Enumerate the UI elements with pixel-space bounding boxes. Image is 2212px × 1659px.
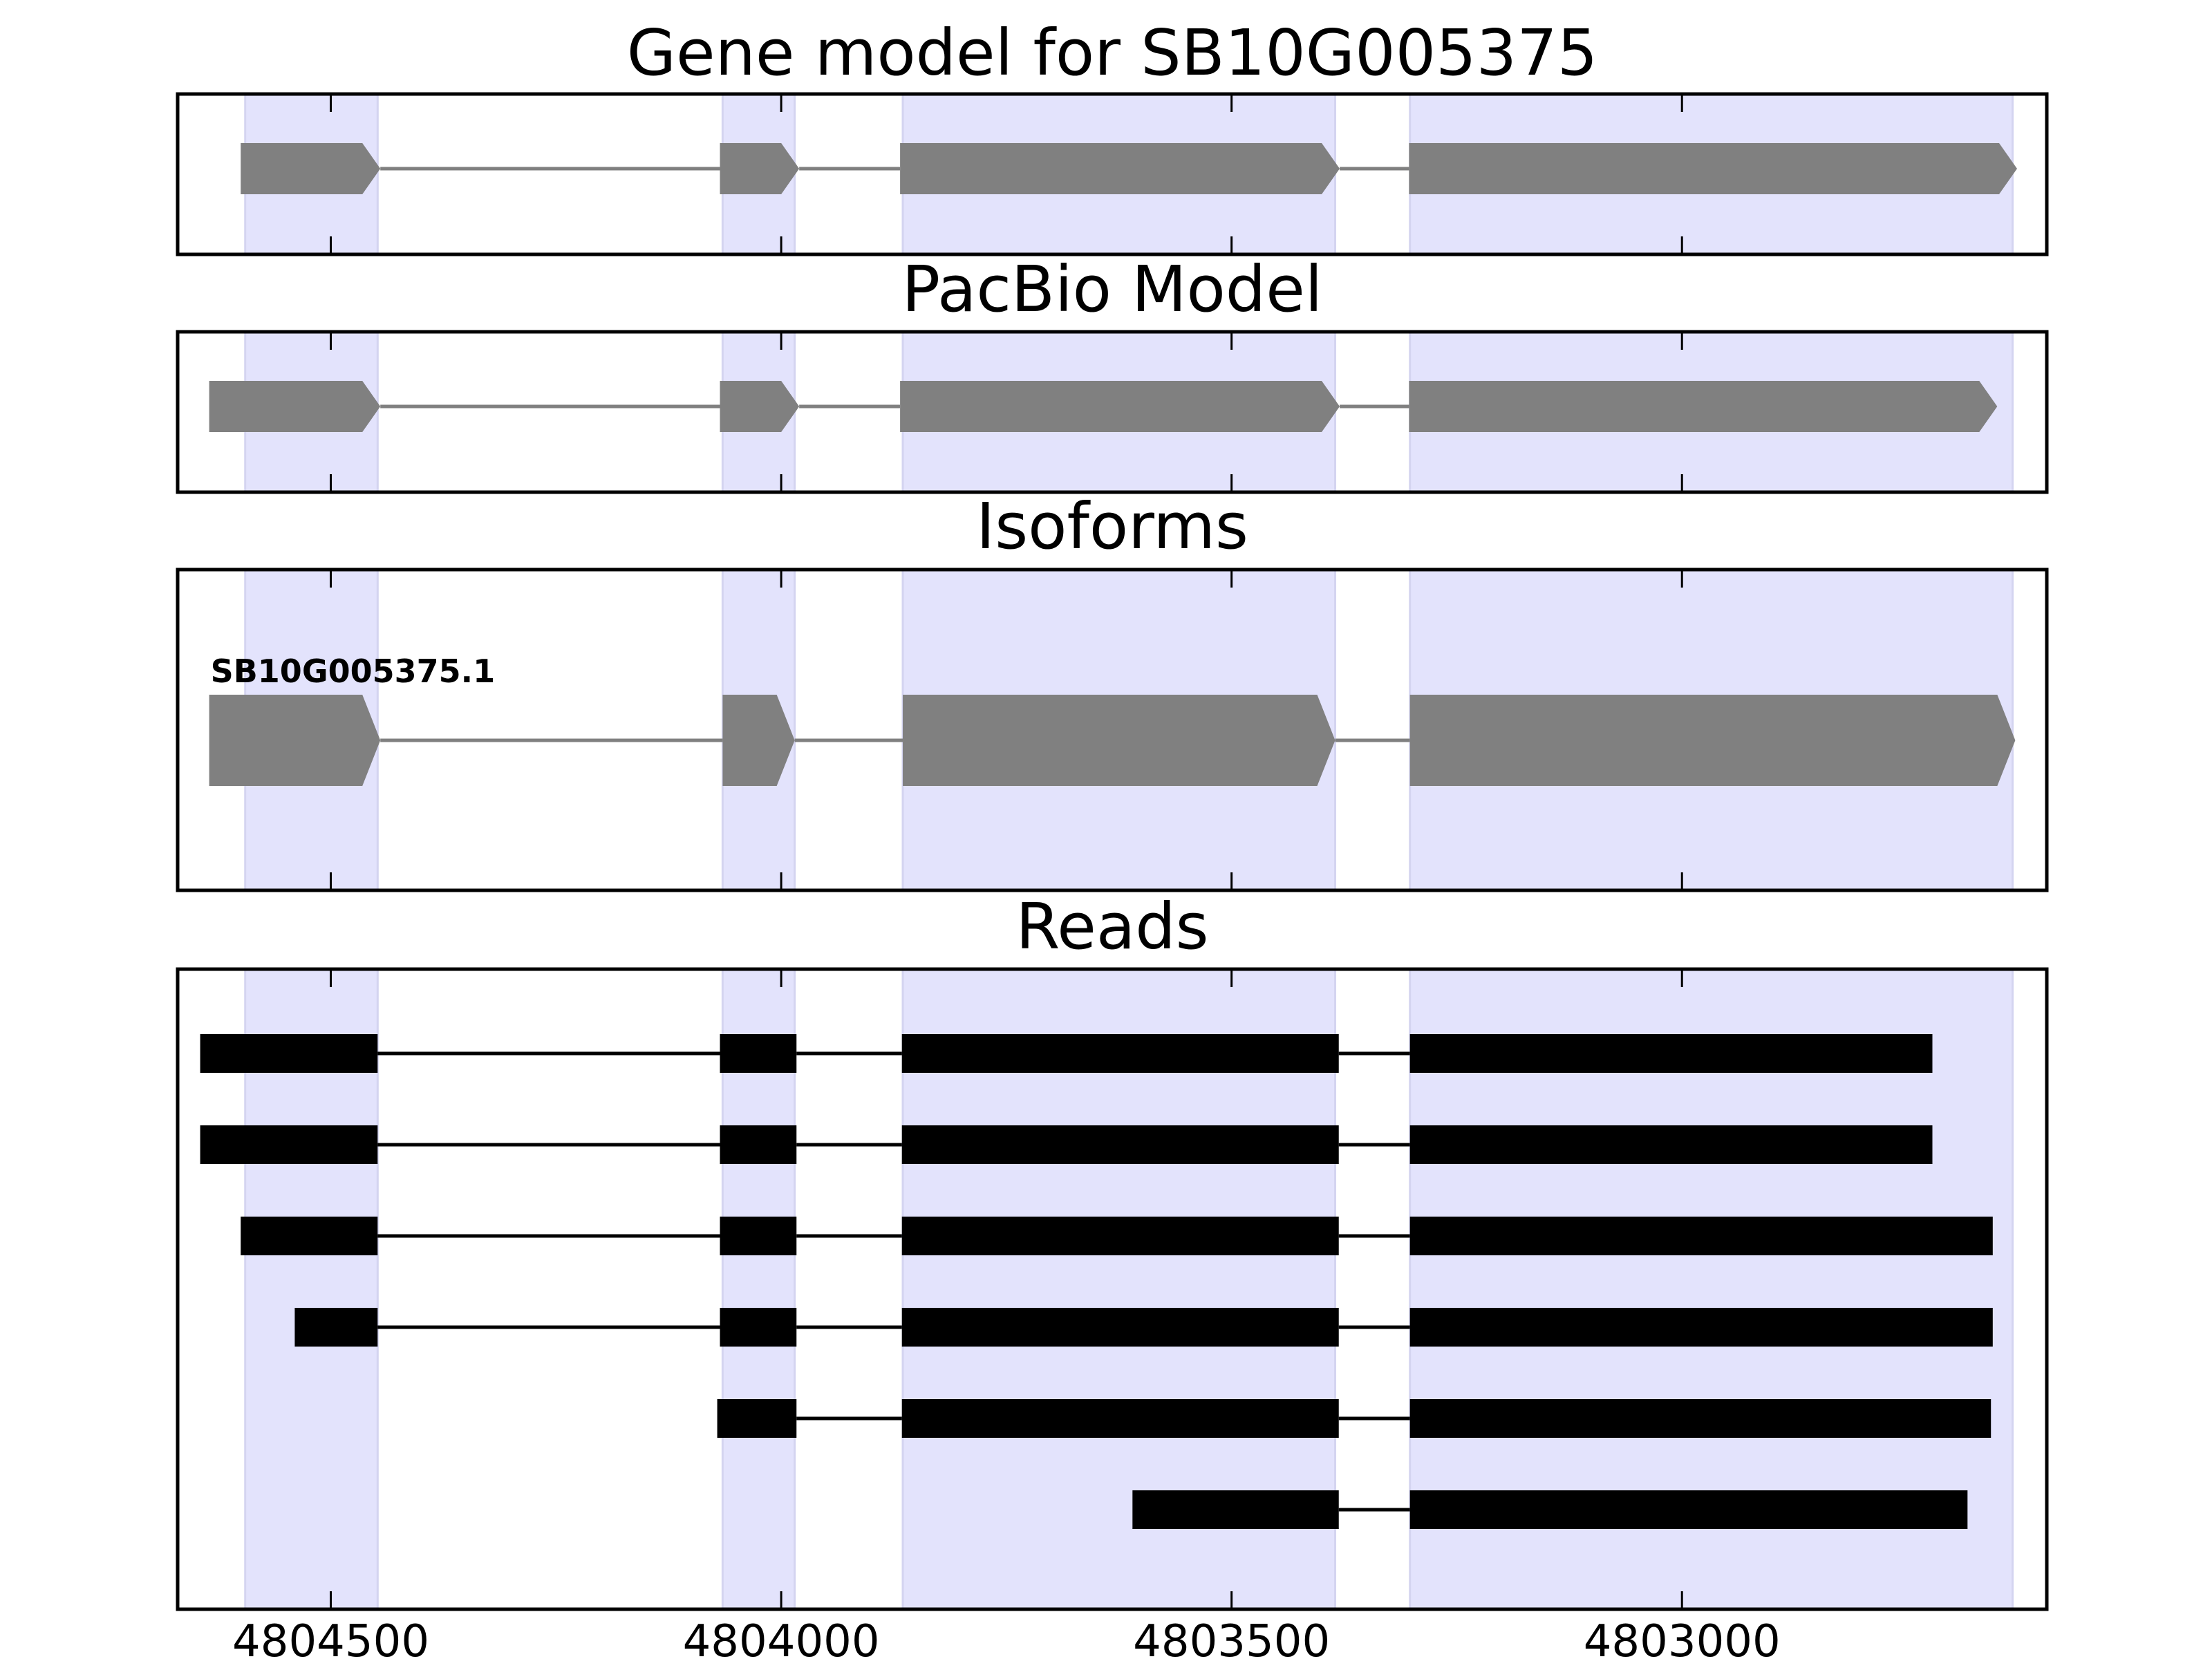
read-block	[200, 1034, 378, 1073]
panel-title: PacBio Model	[902, 252, 1323, 326]
x-axis: 4804500 4804000 4803500 4803000	[232, 1616, 1781, 1659]
read-block	[1409, 1399, 1991, 1438]
x-tick-label: 4804500	[232, 1616, 429, 1659]
read-block	[200, 1125, 378, 1164]
x-tick-label: 4803500	[1133, 1616, 1330, 1659]
transcript-model	[241, 143, 2017, 194]
transcript-model	[209, 381, 1998, 432]
panel-title: Gene model for SB10G005375	[627, 16, 1598, 90]
panel-title: Isoforms	[976, 489, 1248, 563]
exon-arrow	[900, 143, 1340, 194]
exon-arrow	[903, 695, 1335, 786]
exon-arrow	[720, 143, 800, 194]
read-block	[720, 1034, 797, 1073]
panel-frame	[176, 92, 2049, 256]
read-block	[1409, 1125, 1933, 1164]
read-block	[720, 1217, 797, 1255]
panel-frame	[176, 967, 2049, 1611]
panels-layer: Gene model for SB10G005375 PacBio Model Is…	[176, 16, 2049, 1611]
exon-arrow	[900, 381, 1340, 432]
read-block	[717, 1399, 797, 1438]
transcript-model: SB10G005375.1	[209, 653, 2016, 786]
exon-arrow	[209, 381, 381, 432]
isoform-label: SB10G005375.1	[211, 653, 495, 690]
read-row	[241, 1217, 1993, 1255]
read-block	[720, 1308, 797, 1347]
panel-isoforms: Isoforms SB10G005375.1	[176, 489, 2049, 892]
read-block	[901, 1125, 1339, 1164]
panel-gene-model: Gene model for SB10G005375	[176, 16, 2049, 256]
exon-arrow	[1409, 695, 2016, 786]
read-block	[720, 1125, 797, 1164]
read-row	[200, 1034, 1933, 1073]
read-row	[200, 1125, 1933, 1164]
panel-title: Reads	[1015, 890, 1208, 964]
exon-arrow	[720, 381, 800, 432]
exon-arrow	[209, 695, 381, 786]
read-row	[294, 1308, 1993, 1347]
panel-reads: Reads	[176, 890, 2049, 1611]
read-row	[1132, 1490, 1968, 1529]
exon-arrow	[1409, 381, 1998, 432]
read-block	[241, 1217, 378, 1255]
read-row	[717, 1399, 1991, 1438]
read-block	[901, 1399, 1339, 1438]
panel-frame	[176, 330, 2049, 494]
read-block	[1132, 1490, 1339, 1529]
read-block	[1409, 1490, 1968, 1529]
exon-arrow	[722, 695, 795, 786]
x-tick-label: 4804000	[683, 1616, 880, 1659]
panel-frame	[176, 568, 2049, 892]
read-block	[294, 1308, 378, 1347]
exon-shading-band	[244, 968, 379, 1611]
exon-shading-band	[721, 968, 796, 1611]
read-block	[901, 1217, 1339, 1255]
read-block	[1409, 1034, 1933, 1073]
exon-arrow	[1409, 143, 2017, 194]
read-block	[901, 1308, 1339, 1347]
read-block	[1409, 1217, 1993, 1255]
x-tick-label: 4803000	[1584, 1616, 1781, 1659]
panel-pacbio-model: PacBio Model	[176, 252, 2049, 494]
read-block	[1409, 1308, 1993, 1347]
exon-arrow	[241, 143, 381, 194]
read-block	[901, 1034, 1339, 1073]
